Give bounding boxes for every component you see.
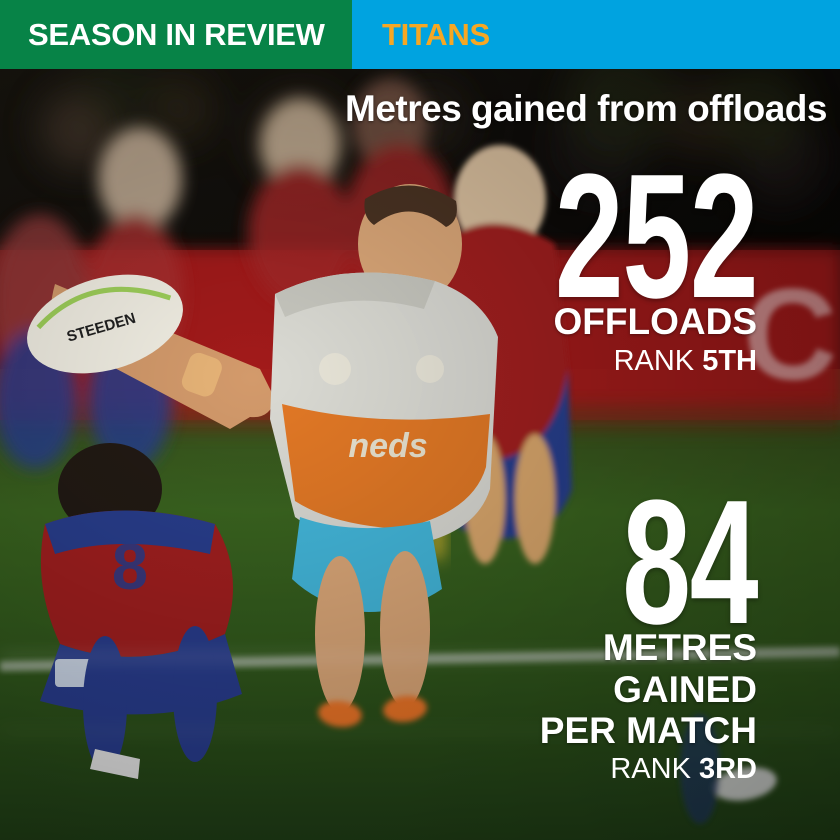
svg-text:8: 8 [112, 530, 148, 603]
svg-text:neds: neds [348, 427, 427, 465]
